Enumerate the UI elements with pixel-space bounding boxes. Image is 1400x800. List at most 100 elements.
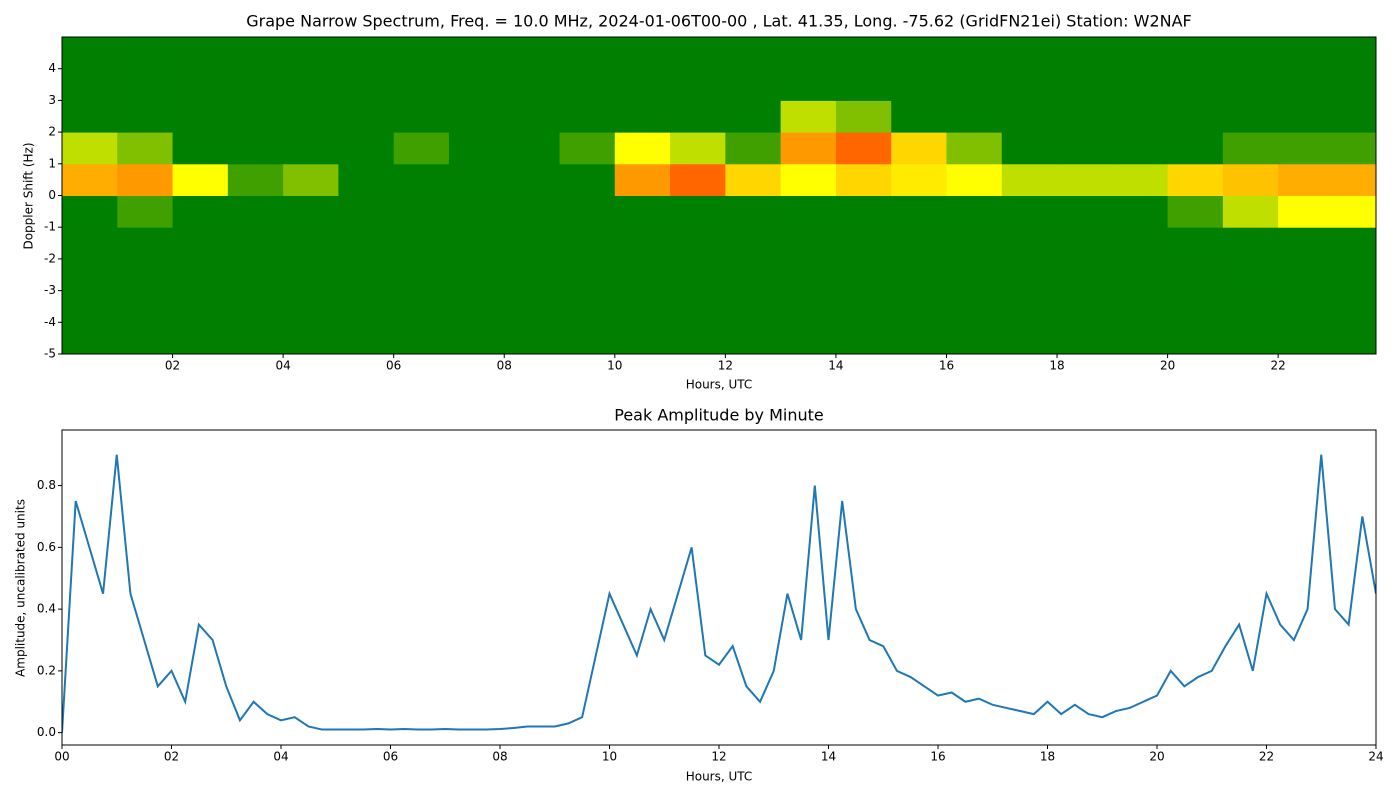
heatmap-cell bbox=[780, 132, 837, 165]
heatmap-cell bbox=[835, 132, 892, 165]
x-tick-label: 00 bbox=[54, 750, 69, 764]
heatmap-cell bbox=[780, 163, 837, 196]
heatmap-cell bbox=[1001, 195, 1058, 228]
heatmap-cell bbox=[1167, 100, 1224, 133]
heatmap-cell bbox=[1333, 322, 1376, 354]
heatmap-cell bbox=[780, 227, 837, 260]
heatmap-cell bbox=[338, 132, 395, 165]
heatmap-cell bbox=[62, 227, 118, 260]
heatmap-cell bbox=[891, 132, 947, 165]
heatmap-cell bbox=[62, 195, 118, 228]
heatmap-cell bbox=[835, 163, 892, 196]
heatmap-cell bbox=[117, 163, 174, 196]
heatmap-cell bbox=[946, 68, 1003, 101]
heatmap-cell bbox=[1001, 132, 1058, 165]
heatmap-cell bbox=[670, 68, 726, 101]
heatmap-cell bbox=[891, 227, 947, 260]
heatmap bbox=[62, 37, 1376, 354]
heatmap-cell bbox=[670, 37, 726, 70]
heatmap-cell bbox=[614, 195, 671, 228]
heatmap-cell bbox=[1167, 290, 1224, 323]
heatmap-cell bbox=[504, 290, 561, 323]
heatmap-cell bbox=[1278, 258, 1334, 292]
heatmap-cell bbox=[559, 37, 616, 70]
heatmap-cell bbox=[62, 163, 118, 196]
heatmap-cell bbox=[1112, 37, 1169, 70]
heatmap-cell bbox=[891, 258, 947, 292]
y-tick-label: 2 bbox=[48, 125, 56, 139]
heatmap-cell bbox=[448, 227, 505, 260]
heatmap-cell bbox=[1278, 322, 1334, 354]
heatmap-cell bbox=[1222, 37, 1279, 70]
x-tick-label: 24 bbox=[1368, 750, 1383, 764]
heatmap-cell bbox=[559, 258, 616, 292]
heatmap-cell bbox=[62, 132, 118, 165]
y-tick-label: 0.6 bbox=[37, 540, 56, 554]
heatmap-cell bbox=[338, 68, 395, 101]
heatmap-cell bbox=[614, 132, 671, 165]
heatmap-cell bbox=[559, 163, 616, 196]
heatmap-cell bbox=[283, 132, 339, 165]
y-tick-label: 0.4 bbox=[37, 602, 56, 616]
heatmap-cell bbox=[1001, 227, 1058, 260]
heatmap-cell bbox=[227, 37, 284, 70]
heatmap-cell bbox=[946, 322, 1003, 354]
heatmap-cell bbox=[62, 100, 118, 133]
heatmap-cell bbox=[835, 290, 892, 323]
heatmap-cell bbox=[1333, 68, 1376, 101]
heatmap-cell bbox=[725, 132, 782, 165]
heatmap-cell bbox=[1112, 322, 1169, 354]
heatmap-cell bbox=[117, 132, 174, 165]
heatmap-cell bbox=[338, 37, 395, 70]
heatmap-cell bbox=[780, 258, 837, 292]
y-tick-label: -2 bbox=[44, 251, 56, 265]
heatmap-cell bbox=[117, 100, 174, 133]
heatmap-cell bbox=[1001, 322, 1058, 354]
heatmap-cell bbox=[891, 290, 947, 323]
heatmap-cell bbox=[1057, 37, 1113, 70]
heatmap-cell bbox=[62, 68, 118, 101]
chart-title: Peak Amplitude by Minute bbox=[614, 406, 824, 425]
heatmap-cell bbox=[725, 37, 782, 70]
heatmap-cell bbox=[670, 195, 726, 228]
heatmap-cell bbox=[1001, 163, 1058, 196]
heatmap-cell bbox=[559, 322, 616, 354]
heatmap-cell bbox=[1167, 195, 1224, 228]
heatmap-cell bbox=[227, 258, 284, 292]
heatmap-cell bbox=[227, 227, 284, 260]
x-axis-label: Hours, UTC bbox=[686, 770, 753, 784]
heatmap-cell bbox=[559, 68, 616, 101]
heatmap-cell bbox=[393, 68, 450, 101]
heatmap-cell bbox=[780, 195, 837, 228]
heatmap-cell bbox=[1278, 100, 1334, 133]
y-tick-label: 0.8 bbox=[37, 478, 56, 492]
heatmap-cell bbox=[283, 195, 339, 228]
heatmap-cell bbox=[1222, 322, 1279, 354]
heatmap-cell bbox=[1167, 163, 1224, 196]
x-tick-label: 18 bbox=[1049, 359, 1064, 373]
heatmap-cell bbox=[1222, 163, 1279, 196]
heatmap-cell bbox=[172, 132, 229, 165]
heatmap-cell bbox=[835, 68, 892, 101]
y-tick-label: 4 bbox=[48, 61, 56, 75]
heatmap-cell bbox=[614, 68, 671, 101]
heatmap-cell bbox=[1112, 163, 1169, 196]
heatmap-cell bbox=[1057, 195, 1113, 228]
heatmap-cell bbox=[946, 227, 1003, 260]
heatmap-cell bbox=[393, 322, 450, 354]
heatmap-cell bbox=[504, 195, 561, 228]
heatmap-cell bbox=[1167, 322, 1224, 354]
heatmap-cell bbox=[725, 322, 782, 354]
heatmap-cell bbox=[1333, 258, 1376, 292]
y-tick-label: -5 bbox=[44, 347, 56, 361]
heatmap-cell bbox=[725, 68, 782, 101]
heatmap-cell bbox=[448, 322, 505, 354]
heatmap-cell bbox=[1222, 290, 1279, 323]
heatmap-cell bbox=[62, 322, 118, 354]
heatmap-cell bbox=[835, 258, 892, 292]
heatmap-cell bbox=[780, 100, 837, 133]
heatmap-cell bbox=[891, 195, 947, 228]
heatmap-cell bbox=[1112, 227, 1169, 260]
heatmap-cell bbox=[559, 290, 616, 323]
heatmap-cell bbox=[227, 195, 284, 228]
